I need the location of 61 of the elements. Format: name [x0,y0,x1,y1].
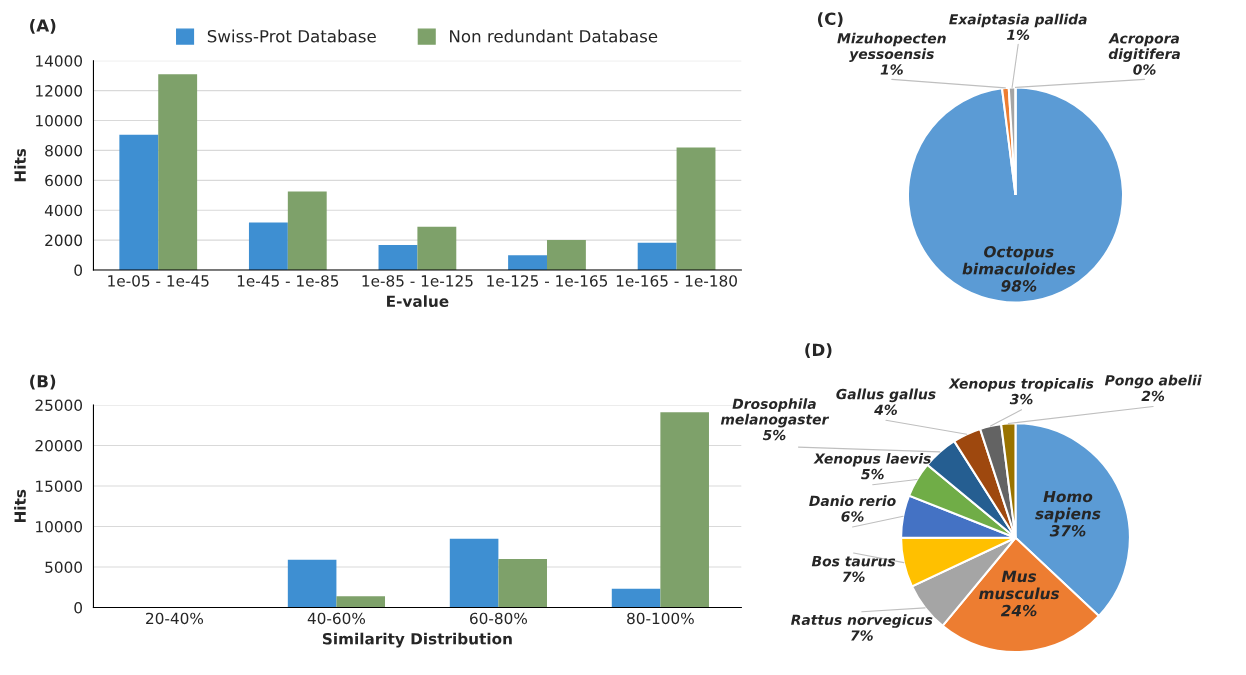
slice-label: Drosophila melanogaster [720,398,830,428]
slice-label: Homo sapiens [1035,490,1101,523]
x-tick-label: 40-60% [307,612,366,625]
chart-title: (C) [817,12,843,27]
slice-label: Mizuhopecten yessoensis [837,32,946,62]
text: 0% [1133,64,1156,75]
chart-title: (D) [805,343,832,359]
y-tick-label: 6000 [45,174,83,187]
x-axis-title: Similarity Distribution [322,632,512,648]
data-label: 7% [851,630,873,641]
x-tick-label: 1e-85 - 1e-125 [362,275,473,287]
slice-label: Pongo abelii [1104,374,1202,389]
y-axis-title: Hits [14,489,26,523]
data-label: 5% [762,429,786,441]
data-label: 4% [874,404,897,415]
data-label: 2% [1141,390,1165,402]
data-label: 6% [841,511,864,522]
x-tick-label: 20-40% [146,612,204,625]
x-tick-label: 1e-45 - 1e-85 [237,275,339,287]
y-tick-label: 4000 [44,204,83,217]
slice-label: Exaiptasia pallida [949,13,1087,28]
slice-label: Xenopus tropicalis [948,378,1094,392]
slice-label: Bos taurus [811,556,896,567]
chart-title: (B) [30,374,56,390]
y-tick-label: 12000 [36,85,83,97]
slice-label: Xenopus laevis [813,453,931,467]
y-tick-label: 10000 [36,115,83,127]
slice-label: Mus musculus [979,570,1060,600]
y-tick-label: 15000 [36,480,83,493]
legend-label: Swiss-Prot Database [207,29,376,43]
data-label: 1% [1006,29,1030,41]
x-axis-title: E-value [387,295,449,308]
chart-title: (A) [30,18,56,34]
data-label: 37% [1049,524,1086,537]
y-tick-label: 14000 [36,55,83,67]
data-label: 24% [1000,604,1037,617]
slice-label: Gallus gallus [836,388,936,403]
y-tick-label: 5000 [45,561,83,574]
category-label: Acropora digitifera [1108,33,1180,62]
slice-label: Danio rerio [809,495,896,507]
y-tick-label: 25000 [35,399,83,412]
data-label: 98% [1001,280,1037,292]
data-label: 3% [1009,393,1033,405]
x-tick-label: 1e-05 - 1e-45 [108,275,209,287]
y-tick-label: 0 [74,601,83,614]
data-label: 1% [880,64,903,75]
y-tick-label: 2000 [45,234,83,247]
slice-label: Octopus bimaculoides [962,245,1076,275]
y-tick-label: 0 [74,264,83,277]
data-label: 7% [842,571,865,582]
y-tick-label: 20000 [35,439,83,452]
x-tick-label: 1e-125 - 1e-165 [487,275,608,287]
x-tick-label: 80-100% [627,612,694,625]
slice-label: Rattus norvegicus [791,614,933,628]
y-axis-title: Hits [14,148,26,182]
data-label: 5% [861,468,884,480]
x-tick-label: 1e-165 - 1e-180 [616,275,737,287]
legend-label: Non redundant Database [450,29,658,43]
x-tick-label: 60-80% [470,612,528,625]
y-tick-label: 8000 [45,144,83,157]
y-tick-label: 10000 [36,520,83,533]
